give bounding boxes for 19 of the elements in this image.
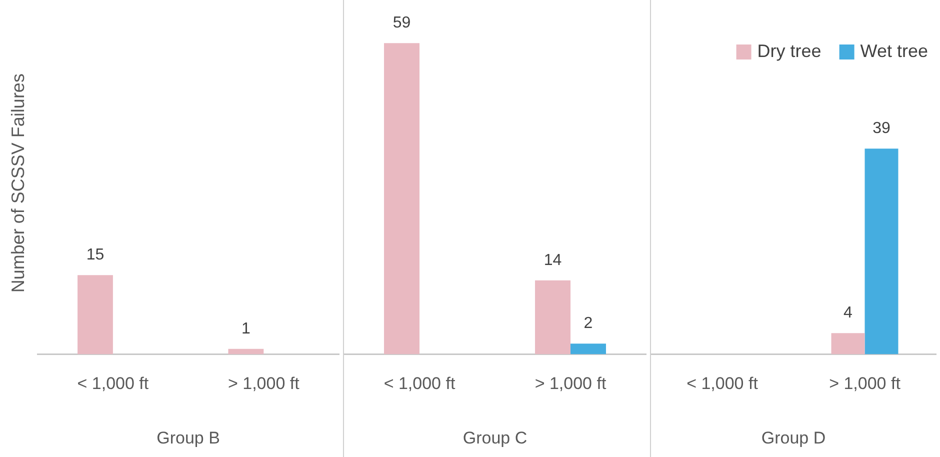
- y-axis-title: Number of SCSSV Failures: [8, 74, 28, 293]
- data-label: 14: [544, 252, 562, 269]
- x-tick-label: > 1,000 ft: [829, 374, 901, 394]
- data-label: 4: [844, 304, 853, 322]
- data-label: 1: [241, 320, 250, 338]
- x-axis-title: Group D: [761, 428, 826, 448]
- data-label: 59: [392, 14, 411, 32]
- x-tick-label: > 1,000 ft: [534, 374, 606, 394]
- legend-label: Wet tree: [860, 40, 928, 61]
- data-label: 15: [86, 246, 104, 264]
- x-axis-title: Group B: [156, 428, 220, 448]
- data-label: 2: [584, 315, 593, 332]
- legend-label: Dry tree: [757, 40, 822, 61]
- data-label: 39: [872, 120, 890, 137]
- x-tick-label: > 1,000 ft: [228, 374, 300, 394]
- x-tick-label: < 1,000 ft: [77, 374, 149, 394]
- x-tick-label: < 1,000 ft: [686, 374, 758, 394]
- x-tick-label: < 1,000 ft: [384, 374, 456, 394]
- x-axis-title: Group C: [462, 428, 528, 448]
